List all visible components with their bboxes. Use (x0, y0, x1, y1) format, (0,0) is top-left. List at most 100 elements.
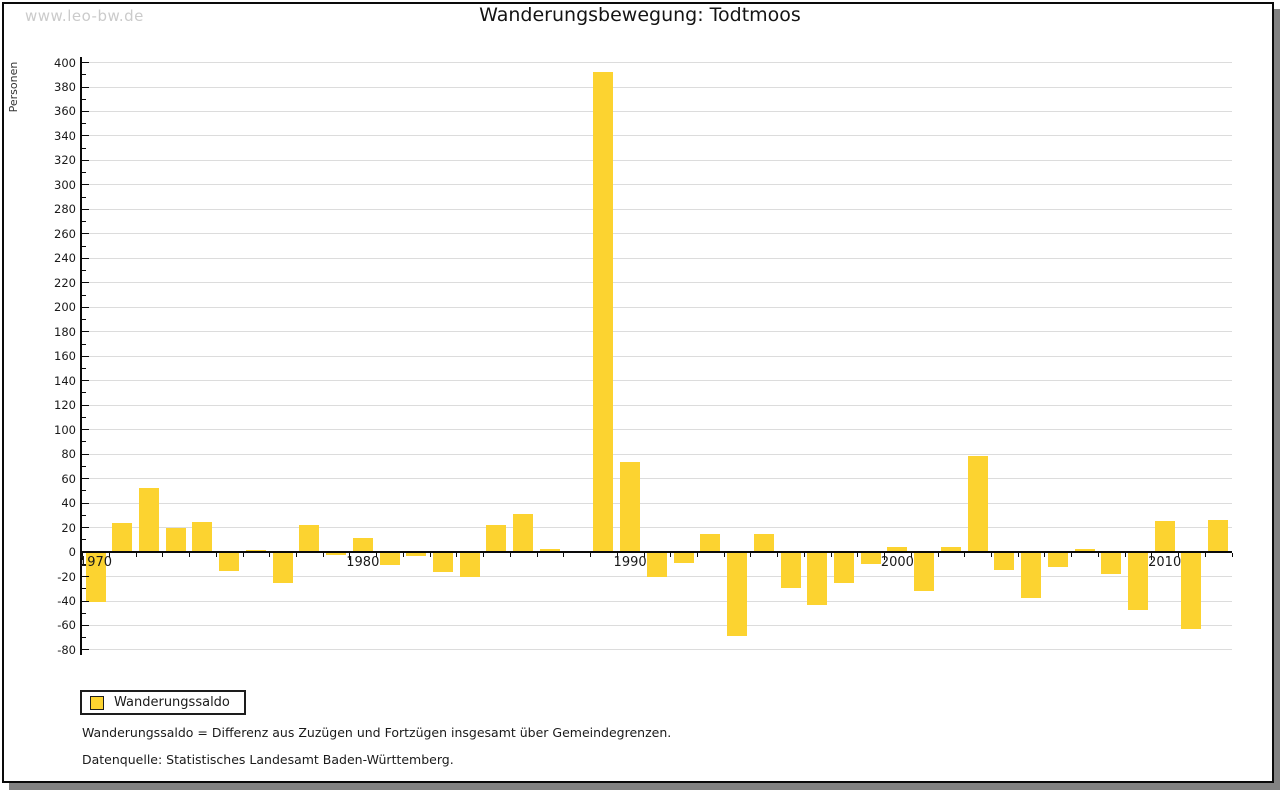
bar-2010 (1154, 520, 1175, 552)
y-tick-label: 20 (61, 520, 76, 535)
x-tick (162, 552, 164, 557)
x-tick (991, 552, 992, 557)
y-tick (82, 159, 89, 161)
bar-1977 (272, 551, 293, 584)
y-tick (82, 331, 89, 333)
gridline (81, 624, 1232, 626)
y-tick (82, 208, 89, 210)
gridline (81, 257, 1232, 259)
bar-2005 (1021, 551, 1042, 598)
y-tick (82, 563, 86, 565)
x-tick (269, 552, 271, 557)
x-tick (937, 552, 939, 557)
x-tick (509, 552, 511, 557)
gridline (81, 429, 1232, 431)
x-tick (135, 552, 137, 557)
y-tick (82, 465, 86, 467)
bar-1986 (513, 513, 534, 552)
y-tick-label: 380 (54, 80, 76, 94)
y-tick (82, 110, 89, 112)
bar-1996 (780, 551, 801, 589)
bar-1997 (807, 551, 828, 606)
bar-2003 (967, 456, 988, 552)
bar-1983 (433, 551, 453, 573)
bar-1984 (459, 551, 480, 578)
x-tick (696, 552, 698, 557)
x-tick (884, 552, 885, 560)
y-tick (82, 270, 86, 271)
y-tick (82, 147, 86, 149)
bar-1993 (700, 534, 721, 552)
bar-1987 (539, 549, 560, 552)
x-tick (536, 552, 538, 557)
x-tick (723, 552, 725, 557)
y-tick (82, 478, 89, 480)
bar-1970 (85, 551, 106, 602)
gridline (81, 649, 1232, 651)
bar-1990 (620, 462, 641, 552)
y-tick-label: -60 (57, 618, 76, 633)
x-tick (242, 552, 244, 557)
y-tick (82, 135, 89, 137)
gridline (81, 478, 1232, 480)
x-tick (1204, 552, 1206, 557)
y-axis-line (80, 57, 82, 655)
bar-2006 (1047, 551, 1068, 568)
y-tick (82, 196, 86, 198)
x-tick (1044, 552, 1046, 557)
x-tick (1178, 552, 1180, 557)
gridline (81, 86, 1232, 88)
gridline (81, 282, 1232, 284)
gridline (81, 62, 1232, 63)
y-tick (82, 588, 86, 590)
x-tick (1097, 552, 1099, 557)
y-tick-label: 80 (61, 447, 76, 462)
y-tick (82, 637, 86, 639)
bar-2012 (1208, 519, 1229, 552)
x-tick (563, 552, 565, 557)
gridline (81, 527, 1232, 528)
bar-1995 (753, 534, 774, 552)
y-tick (82, 306, 89, 308)
y-tick (82, 233, 89, 235)
x-tick (82, 552, 84, 560)
y-tick (82, 429, 89, 431)
gridline (81, 184, 1232, 186)
y-tick (82, 490, 86, 492)
x-tick (189, 552, 191, 557)
bar-1978 (299, 524, 320, 552)
y-tick-label: 180 (54, 324, 76, 339)
x-tick (483, 552, 485, 557)
y-tick (82, 343, 86, 345)
bar-1999 (860, 551, 881, 564)
y-tick (82, 367, 86, 369)
chart-title: Wanderungsbewegung: Todtmoos (479, 4, 801, 26)
y-tick (82, 98, 86, 100)
gridline (81, 110, 1232, 112)
footnote-source: Datenquelle: Statistisches Landesamt Bad… (82, 752, 454, 767)
y-tick-label: 320 (54, 153, 76, 168)
bar-1979 (326, 551, 347, 556)
x-year-label-1990: 1990 (613, 554, 647, 570)
x-axis-line (80, 550, 1232, 553)
x-year-label-1980: 1980 (346, 554, 380, 570)
bar-2004 (994, 551, 1015, 570)
x-tick (616, 552, 618, 560)
bar-1981 (379, 551, 400, 565)
x-tick (1124, 552, 1126, 557)
y-tick-label: 120 (54, 398, 76, 413)
y-tick (82, 392, 86, 394)
gridline (81, 600, 1232, 602)
y-tick (82, 184, 89, 186)
gridline (81, 404, 1232, 406)
x-tick (376, 552, 378, 557)
gridline (81, 380, 1232, 382)
x-tick (830, 552, 832, 557)
bar-2000 (887, 546, 908, 552)
bar-2011 (1181, 551, 1202, 629)
x-year-label-2010: 2010 (1148, 554, 1182, 570)
x-tick (349, 552, 351, 560)
y-tick (82, 282, 89, 284)
y-tick-label: 100 (54, 422, 76, 437)
